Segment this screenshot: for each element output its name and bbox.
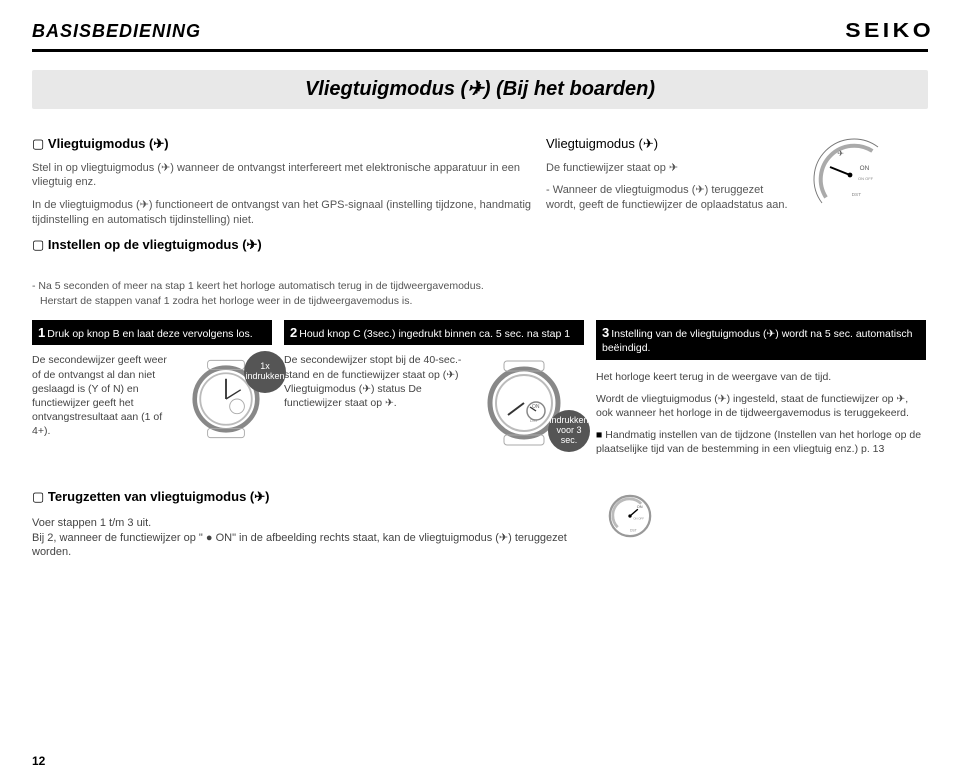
svg-text:DST: DST: [530, 418, 539, 423]
svg-text:✈: ✈: [837, 149, 844, 158]
note-l1: - Na 5 seconden of meer na stap 1 keert …: [32, 279, 928, 293]
step-3-b1: Het horloge keert terug in de weergave v…: [596, 370, 926, 384]
svg-text:ON: ON: [637, 504, 643, 509]
page-number: 12: [32, 753, 45, 769]
reset-l1: Voer stappen 1 t/m 3 uit.: [32, 516, 572, 531]
step-1-head: 1Druk op knop B en laat deze vervolgens …: [32, 320, 272, 346]
svg-text:DST: DST: [630, 529, 637, 533]
intro-left: Vliegtuigmodus (✈) Stel in op vliegtuigm…: [32, 135, 532, 261]
note-l2: Herstart de stappen vanaf 1 zodra het ho…: [40, 294, 928, 308]
page-header: BASISBEDIENING SEIKO: [32, 18, 928, 52]
steps: 1Druk op knop B en laat deze vervolgens …: [32, 320, 928, 458]
press-bubble-1: 1x indrukken: [244, 351, 286, 393]
brand-logo: SEIKO: [845, 18, 934, 45]
right-bullet: - Wanneer de vliegtuigmodus (✈) teruggez…: [546, 183, 796, 213]
step-3: 3Instelling van de vliegtuigmodus (✈) wo…: [596, 320, 926, 457]
reset-section: Terugzetten van vliegtuigmodus (✈) Voer …: [32, 488, 928, 560]
intro-grid: Vliegtuigmodus (✈) Stel in op vliegtuigm…: [32, 135, 928, 261]
section-title: BASISBEDIENING: [32, 19, 201, 43]
intro-p2: In de vliegtuigmodus (✈) functioneert de…: [32, 198, 532, 228]
press-bubble-2: indrukken voor 3 sec.: [548, 410, 590, 452]
step-2-body: De secondewijzer stopt bij de 40-sec.-st…: [284, 353, 466, 410]
page-subtitle: Vliegtuigmodus (✈) (Bij het boarden): [32, 70, 928, 109]
step-1-body: De secondewijzer geeft weer of de ontvan…: [32, 353, 172, 438]
step-2-head: 2Houd knop C (3sec.) ingedrukt binnen ca…: [284, 320, 584, 346]
step-1: 1Druk op knop B en laat deze vervolgens …: [32, 320, 272, 450]
right-heading: Vliegtuigmodus (✈): [546, 135, 796, 153]
intro-heading-2: Instellen op de vliegtuigmodus (✈): [32, 236, 532, 254]
step-2: 2Houd knop C (3sec.) ingedrukt binnen ca…: [284, 320, 584, 458]
reset-dial-icon: ON DST ON OFF: [602, 488, 722, 549]
svg-text:ON OFF: ON OFF: [858, 176, 874, 181]
intro-p1: Stel in op vliegtuigmodus (✈) wanneer de…: [32, 161, 532, 191]
svg-text:ON: ON: [860, 165, 870, 172]
mode-dial-icon: ON ✈ DST ON OFF: [810, 135, 930, 261]
right-sub: De functiewijzer staat op ✈: [546, 161, 796, 176]
svg-text:DST: DST: [852, 192, 862, 198]
intro-right-text: Vliegtuigmodus (✈) De functiewijzer staa…: [546, 135, 796, 261]
note: - Na 5 seconden of meer na stap 1 keert …: [32, 279, 928, 307]
step-3-b3: Handmatig instellen van de tijdzone (Ins…: [596, 428, 926, 456]
reset-l2: Bij 2, wanneer de functiewijzer op " ● O…: [32, 531, 572, 561]
step-3-head: 3Instelling van de vliegtuigmodus (✈) wo…: [596, 320, 926, 360]
svg-text:ON OFF: ON OFF: [633, 517, 644, 521]
reset-heading: Terugzetten van vliegtuigmodus (✈): [32, 488, 572, 506]
intro-heading: Vliegtuigmodus (✈): [32, 135, 532, 153]
step-3-b2: Wordt de vliegtuigmodus (✈) ingesteld, s…: [596, 392, 926, 420]
